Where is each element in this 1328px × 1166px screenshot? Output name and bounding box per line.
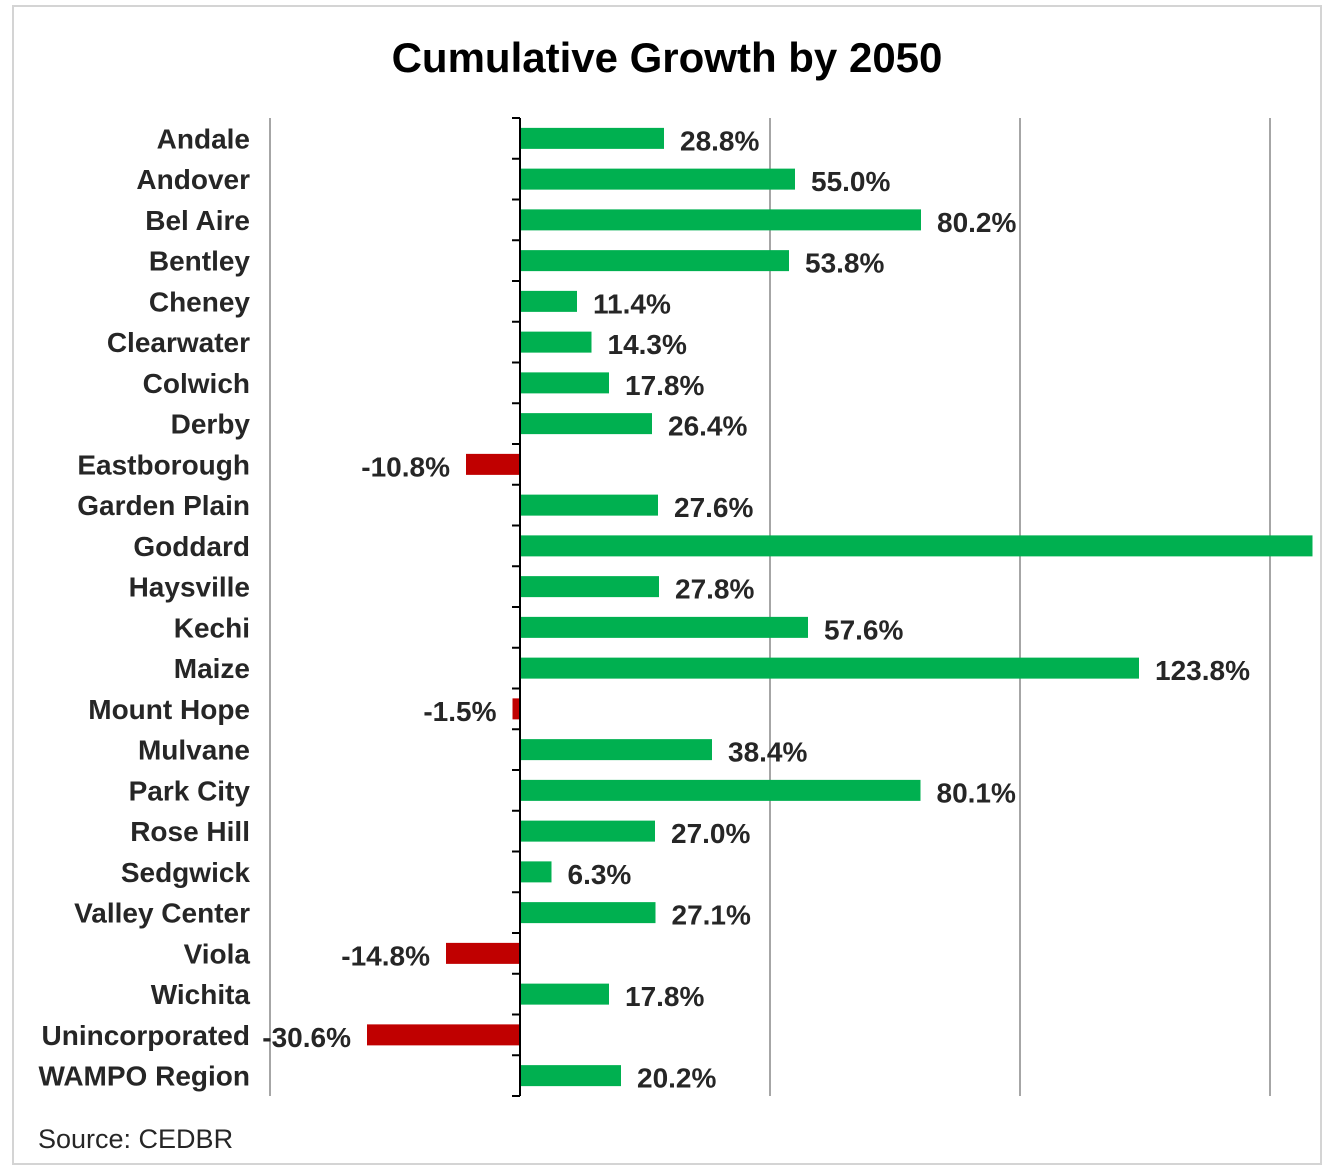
category-labels: Andale Andover Bel Aire Bentley Cheney Clearw… — [38, 123, 250, 1091]
bar — [520, 290, 577, 312]
value-axis — [512, 117, 521, 1097]
data-label: -10.8% — [361, 451, 450, 482]
bar — [520, 168, 795, 190]
category-label: Derby — [171, 409, 251, 440]
data-label: 38.4% — [728, 737, 807, 768]
category-label: Sedgwick — [121, 857, 251, 888]
data-label: 80.1% — [937, 777, 1016, 808]
data-label: 17.8% — [625, 981, 704, 1012]
bar — [520, 209, 921, 231]
category-label: Andover — [136, 164, 250, 195]
category-label: Rose Hill — [130, 816, 250, 847]
source-note: Source: CEDBR — [38, 1124, 234, 1154]
bar — [520, 1065, 621, 1087]
bar — [512, 698, 520, 720]
category-label: Mulvane — [138, 735, 250, 766]
category-label: Mount Hope — [88, 694, 250, 725]
category-label: Kechi — [174, 612, 250, 643]
data-label: -1.5% — [423, 696, 496, 727]
data-labels: 28.8% 55.0% 80.2% 53.8% 11.4% 14.3% 17.8% 26.4%… — [262, 125, 1250, 1094]
data-label: -30.6% — [262, 1022, 351, 1053]
data-label: 123.8% — [1155, 655, 1250, 686]
chart-title: Cumulative Growth by 2050 — [391, 34, 943, 81]
bar — [520, 535, 1313, 557]
bar — [520, 250, 789, 272]
bar — [520, 820, 655, 842]
data-label: 53.8% — [805, 248, 884, 279]
bar — [520, 372, 609, 394]
data-label: 6.3% — [568, 859, 632, 890]
gridlines — [269, 118, 1271, 1096]
category-label: Haysville — [129, 572, 250, 603]
data-label: 20.2% — [637, 1063, 716, 1094]
bar — [520, 413, 652, 435]
data-label: 17.8% — [625, 370, 704, 401]
data-label: 55.0% — [811, 166, 890, 197]
category-label: Eastborough — [77, 449, 250, 480]
bar — [520, 331, 592, 353]
data-label: 27.0% — [671, 818, 750, 849]
bar — [367, 1024, 520, 1046]
bar — [520, 657, 1139, 679]
bar — [520, 983, 609, 1005]
category-label: Park City — [129, 775, 251, 806]
category-label: Unincorporated — [42, 1020, 250, 1051]
category-label: Bentley — [149, 246, 251, 277]
data-label: -14.8% — [341, 940, 430, 971]
data-label: 27.8% — [675, 574, 754, 605]
data-label: 27.1% — [672, 900, 751, 931]
category-label: Cheney — [149, 286, 251, 317]
bar — [446, 942, 520, 964]
data-label: 11.4% — [593, 288, 671, 319]
category-label: Maize — [174, 653, 250, 684]
bar — [520, 494, 658, 516]
data-label: 26.4% — [668, 411, 747, 442]
category-label: Viola — [184, 938, 251, 969]
category-label: Valley Center — [74, 898, 250, 929]
bar — [520, 616, 808, 638]
data-label: 57.6% — [824, 614, 903, 645]
bar — [520, 739, 712, 761]
bar — [520, 779, 921, 801]
category-label: Bel Aire — [145, 205, 250, 236]
category-label: Clearwater — [107, 327, 250, 358]
category-label: Andale — [157, 123, 250, 154]
category-label: Garden Plain — [77, 490, 250, 521]
category-label: WAMPO Region — [38, 1061, 250, 1092]
data-label: 27.6% — [674, 492, 753, 523]
category-label: Goddard — [133, 531, 250, 562]
category-label: Wichita — [151, 979, 251, 1010]
data-label: 80.2% — [937, 207, 1016, 238]
bar — [520, 902, 656, 924]
data-label: 14.3% — [608, 329, 687, 360]
data-label: 28.8% — [680, 125, 759, 156]
bar — [520, 127, 664, 149]
bars — [367, 127, 1313, 1087]
bar — [520, 576, 659, 598]
category-label: Colwich — [143, 368, 250, 399]
bar — [466, 453, 520, 475]
chart-frame — [12, 5, 1322, 1165]
bar — [520, 861, 552, 883]
